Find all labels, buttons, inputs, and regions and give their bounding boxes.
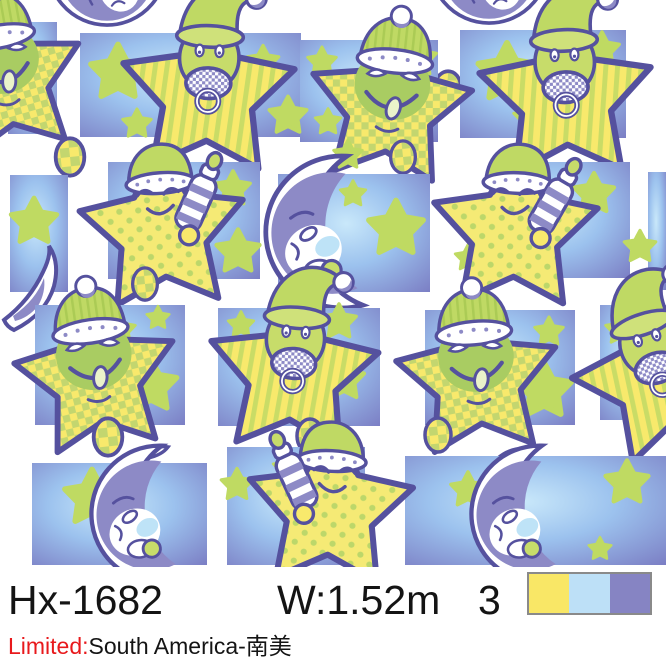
egg-motif	[91, 416, 125, 458]
limited-region: South America-南美	[88, 633, 292, 659]
swatch-yellow	[529, 574, 570, 613]
product-code: Hx-1682	[8, 577, 163, 623]
colorway-count: 3	[478, 577, 501, 623]
product-info-bar: Hx-1682 W:1.52m 3 Limited:South America-…	[0, 567, 666, 668]
swatch-periwinkle	[609, 574, 650, 613]
fabric-width: W:1.52m	[277, 577, 441, 623]
colorway-swatches	[527, 572, 652, 615]
moon-tip-motif	[1, 244, 59, 333]
egg-motif	[53, 136, 87, 178]
egg-motif	[130, 266, 160, 302]
limited-region-line: Limited:South America-南美	[8, 627, 292, 661]
egg-motif	[423, 416, 453, 454]
limited-label: Limited:	[8, 633, 89, 659]
swatch-sky-blue	[569, 574, 610, 613]
egg-motif	[388, 139, 418, 175]
fabric-pattern-preview	[0, 0, 666, 567]
